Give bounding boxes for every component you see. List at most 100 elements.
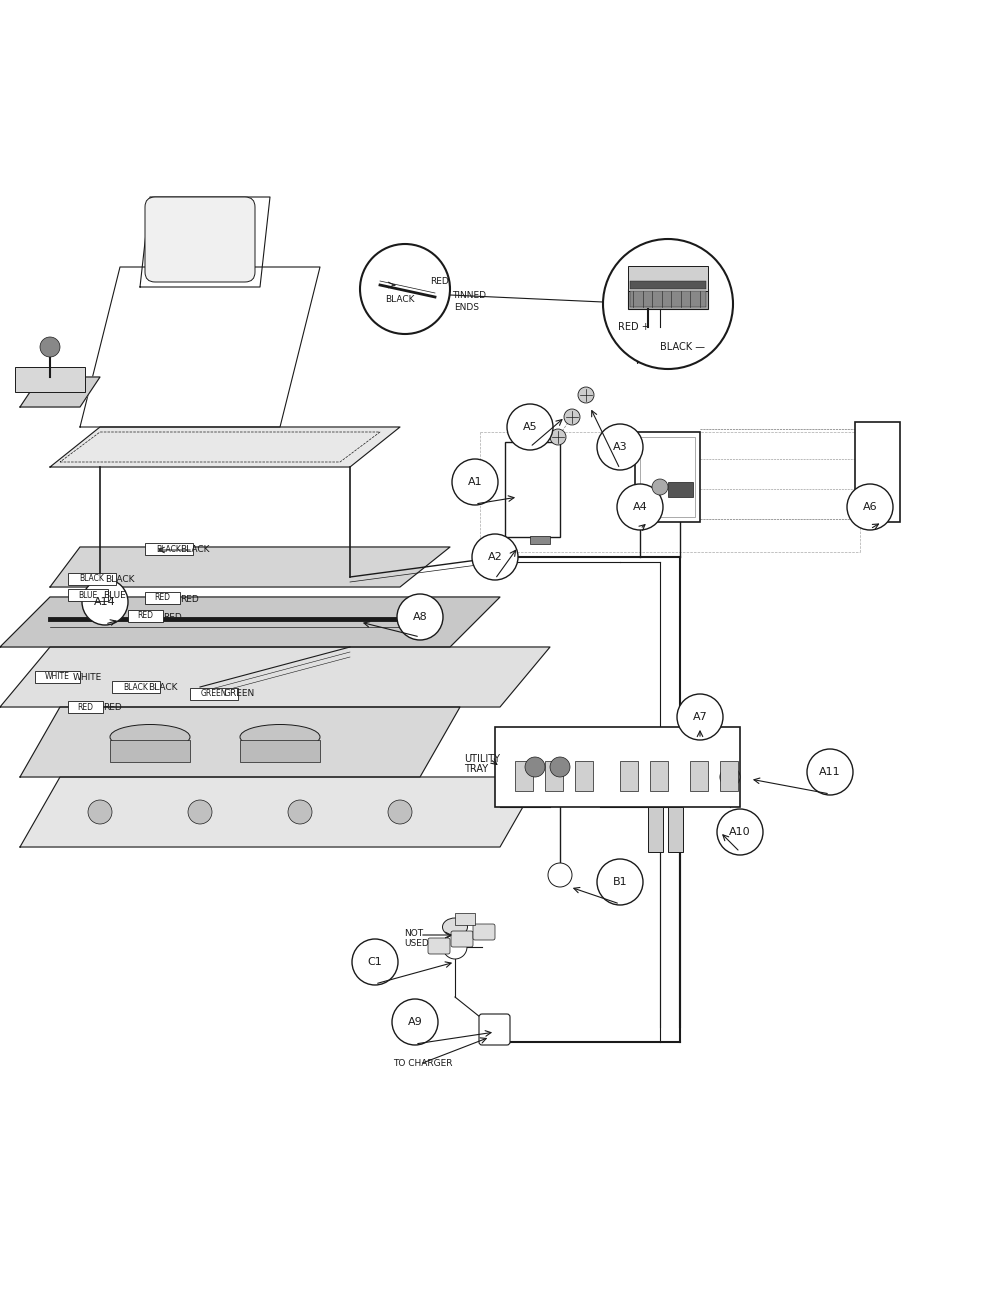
Text: RED: RED bbox=[138, 612, 154, 621]
Circle shape bbox=[550, 430, 566, 445]
Text: BLACK: BLACK bbox=[124, 682, 148, 691]
Text: A8: A8 bbox=[413, 612, 427, 622]
Polygon shape bbox=[20, 377, 100, 408]
Bar bbox=[620, 761, 638, 791]
Text: TRAY: TRAY bbox=[464, 763, 488, 774]
Circle shape bbox=[652, 479, 668, 496]
Text: WHITE: WHITE bbox=[45, 673, 70, 682]
Text: A2: A2 bbox=[488, 553, 502, 562]
Polygon shape bbox=[50, 547, 450, 587]
Text: RED: RED bbox=[180, 594, 199, 603]
FancyBboxPatch shape bbox=[451, 930, 473, 947]
FancyBboxPatch shape bbox=[473, 924, 495, 939]
Circle shape bbox=[352, 939, 398, 985]
Circle shape bbox=[188, 800, 212, 824]
Text: BLACK: BLACK bbox=[180, 546, 210, 555]
Ellipse shape bbox=[240, 725, 320, 749]
Bar bbox=[650, 761, 668, 791]
Circle shape bbox=[548, 863, 572, 886]
Bar bbox=[35, 672, 80, 683]
Text: USED: USED bbox=[404, 939, 429, 949]
Bar bbox=[145, 591, 180, 604]
Text: RED +: RED + bbox=[618, 322, 650, 333]
Bar bbox=[240, 740, 320, 762]
Text: WHITE: WHITE bbox=[73, 673, 102, 682]
Text: TO CHARGER: TO CHARGER bbox=[393, 1060, 452, 1069]
Circle shape bbox=[443, 936, 467, 959]
Text: BLACK: BLACK bbox=[105, 575, 134, 584]
Text: A10: A10 bbox=[729, 827, 751, 837]
Circle shape bbox=[597, 424, 643, 470]
Bar bbox=[668, 481, 693, 497]
Bar bbox=[128, 609, 163, 622]
Text: B1: B1 bbox=[613, 877, 627, 886]
Bar bbox=[530, 536, 550, 543]
Text: UTILITY: UTILITY bbox=[464, 754, 500, 763]
Ellipse shape bbox=[110, 725, 190, 749]
Text: A11: A11 bbox=[819, 767, 841, 776]
Bar bbox=[628, 267, 708, 291]
Circle shape bbox=[677, 694, 723, 740]
Circle shape bbox=[564, 409, 580, 424]
Bar bbox=[15, 367, 85, 392]
FancyBboxPatch shape bbox=[428, 938, 450, 954]
Circle shape bbox=[88, 800, 112, 824]
Bar bbox=[855, 422, 900, 521]
Circle shape bbox=[40, 336, 60, 357]
Text: BLUE: BLUE bbox=[103, 590, 126, 599]
Ellipse shape bbox=[442, 917, 468, 936]
Text: RED: RED bbox=[78, 703, 94, 712]
Bar bbox=[68, 573, 116, 585]
Bar bbox=[630, 291, 706, 307]
Circle shape bbox=[472, 534, 518, 580]
Bar bbox=[505, 443, 560, 537]
Circle shape bbox=[807, 749, 853, 795]
Polygon shape bbox=[50, 427, 400, 467]
Text: BLUE: BLUE bbox=[78, 590, 98, 599]
Text: A3: A3 bbox=[613, 443, 627, 452]
Text: C1: C1 bbox=[368, 958, 382, 967]
Text: A9: A9 bbox=[408, 1017, 422, 1027]
Polygon shape bbox=[0, 647, 550, 707]
Text: A6: A6 bbox=[863, 502, 877, 512]
Bar bbox=[110, 740, 190, 762]
Text: RED: RED bbox=[154, 594, 170, 603]
Circle shape bbox=[603, 239, 733, 369]
Circle shape bbox=[550, 757, 570, 776]
Bar bbox=[648, 807, 663, 851]
Text: A7: A7 bbox=[693, 712, 707, 722]
Text: TINNED: TINNED bbox=[452, 291, 486, 300]
Text: GREEN: GREEN bbox=[201, 690, 227, 699]
Text: A14: A14 bbox=[94, 597, 116, 607]
Text: RED: RED bbox=[430, 277, 449, 286]
Circle shape bbox=[525, 757, 545, 776]
Circle shape bbox=[452, 459, 498, 505]
Circle shape bbox=[847, 484, 893, 531]
Text: NOT: NOT bbox=[404, 929, 423, 938]
Circle shape bbox=[597, 859, 643, 905]
Text: A4: A4 bbox=[633, 502, 647, 512]
Circle shape bbox=[617, 484, 663, 531]
Text: BLACK —: BLACK — bbox=[660, 342, 705, 352]
Circle shape bbox=[360, 245, 450, 334]
Text: RED: RED bbox=[163, 612, 182, 621]
Bar bbox=[112, 681, 160, 694]
Text: BLACK: BLACK bbox=[148, 682, 178, 691]
Bar bbox=[575, 761, 593, 791]
Polygon shape bbox=[0, 597, 500, 647]
Bar bbox=[630, 281, 706, 289]
Circle shape bbox=[288, 800, 312, 824]
Text: BLACK: BLACK bbox=[157, 545, 181, 554]
Bar bbox=[68, 701, 103, 713]
Bar bbox=[455, 914, 475, 925]
Circle shape bbox=[82, 578, 128, 625]
Bar bbox=[545, 761, 563, 791]
Circle shape bbox=[720, 767, 740, 787]
Text: BLACK: BLACK bbox=[385, 295, 415, 304]
Text: ENDS: ENDS bbox=[454, 303, 479, 312]
Text: GREEN: GREEN bbox=[224, 690, 255, 699]
Bar bbox=[668, 807, 683, 851]
Text: A1: A1 bbox=[468, 477, 482, 487]
Circle shape bbox=[578, 387, 594, 402]
Text: RED: RED bbox=[103, 703, 122, 712]
